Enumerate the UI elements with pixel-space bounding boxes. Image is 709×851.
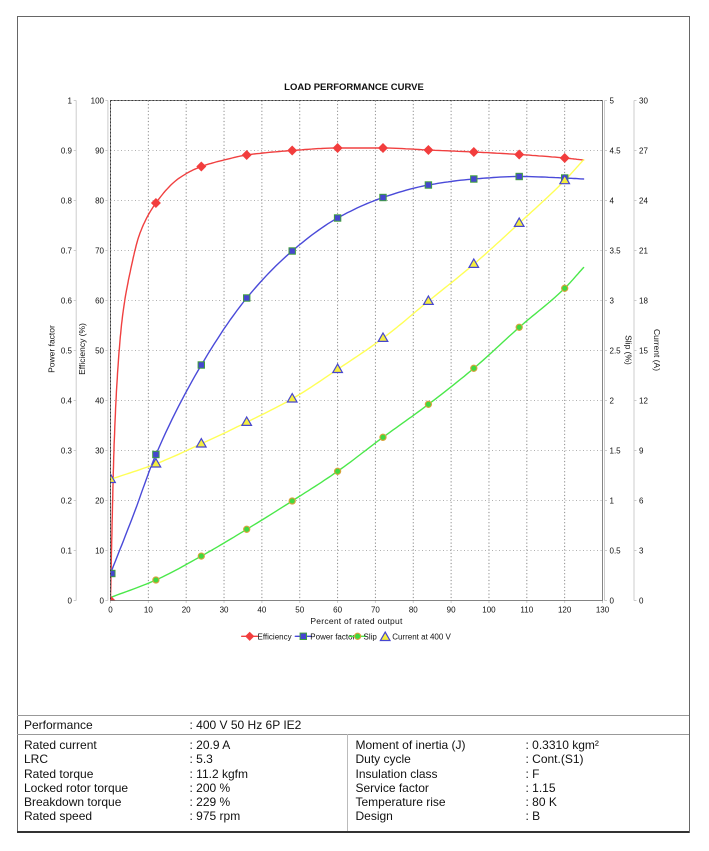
svg-text:Efficiency (%): Efficiency (%) xyxy=(77,323,87,375)
svg-text:50: 50 xyxy=(295,606,304,615)
svg-text:9: 9 xyxy=(639,447,644,456)
svg-text:1: 1 xyxy=(610,497,615,506)
svg-text:Current at 400 V: Current at 400 V xyxy=(392,633,451,642)
svg-text:3: 3 xyxy=(610,297,615,306)
svg-text:LOAD PERFORMANCE CURVE: LOAD PERFORMANCE CURVE xyxy=(284,82,424,93)
svg-text:90: 90 xyxy=(447,606,456,615)
svg-text:0: 0 xyxy=(108,606,113,615)
svg-text:0.4: 0.4 xyxy=(61,397,73,406)
svg-text:18: 18 xyxy=(639,297,648,306)
svg-text:0.1: 0.1 xyxy=(61,547,73,556)
svg-text:0: 0 xyxy=(68,597,73,606)
svg-text:30: 30 xyxy=(639,97,648,106)
svg-text:0.6: 0.6 xyxy=(61,297,73,306)
svg-text:2.5: 2.5 xyxy=(610,347,622,356)
svg-text:60: 60 xyxy=(95,297,104,306)
svg-text:20: 20 xyxy=(95,497,104,506)
svg-text:80: 80 xyxy=(95,197,104,206)
svg-text:30: 30 xyxy=(95,447,104,456)
svg-text:100: 100 xyxy=(482,606,496,615)
svg-text:1: 1 xyxy=(68,97,73,106)
svg-text:Power factor: Power factor xyxy=(310,633,355,642)
svg-text:Slip (%): Slip (%) xyxy=(624,335,634,365)
svg-text:0: 0 xyxy=(639,597,644,606)
svg-text:6: 6 xyxy=(639,497,644,506)
svg-text:30: 30 xyxy=(220,606,229,615)
svg-text:1.5: 1.5 xyxy=(610,447,622,456)
svg-text:4.5: 4.5 xyxy=(610,147,622,156)
svg-text:5: 5 xyxy=(610,97,615,106)
svg-text:0.5: 0.5 xyxy=(61,347,73,356)
svg-text:20: 20 xyxy=(182,606,191,615)
svg-text:40: 40 xyxy=(95,397,104,406)
svg-text:10: 10 xyxy=(95,547,104,556)
svg-text:24: 24 xyxy=(639,197,648,206)
svg-text:0.7: 0.7 xyxy=(61,247,73,256)
svg-text:12: 12 xyxy=(639,397,648,406)
svg-text:90: 90 xyxy=(95,147,104,156)
svg-text:3: 3 xyxy=(639,547,644,556)
svg-text:4: 4 xyxy=(610,197,615,206)
svg-text:27: 27 xyxy=(639,147,648,156)
svg-text:100: 100 xyxy=(91,97,105,106)
svg-text:0.9: 0.9 xyxy=(61,147,73,156)
svg-text:0: 0 xyxy=(610,597,615,606)
svg-text:120: 120 xyxy=(558,606,572,615)
svg-text:15: 15 xyxy=(639,347,648,356)
svg-text:0.5: 0.5 xyxy=(610,547,622,556)
svg-text:Efficiency: Efficiency xyxy=(258,633,292,642)
svg-text:3.5: 3.5 xyxy=(610,247,622,256)
svg-text:110: 110 xyxy=(520,606,533,615)
svg-text:0.8: 0.8 xyxy=(61,197,73,206)
svg-text:70: 70 xyxy=(95,247,104,256)
svg-text:10: 10 xyxy=(144,606,153,615)
svg-text:70: 70 xyxy=(371,606,380,615)
svg-text:50: 50 xyxy=(95,347,104,356)
svg-text:Power factor: Power factor xyxy=(47,325,57,373)
svg-text:0.2: 0.2 xyxy=(61,497,73,506)
svg-text:Current (A): Current (A) xyxy=(652,329,662,371)
svg-text:60: 60 xyxy=(333,606,342,615)
svg-text:40: 40 xyxy=(257,606,266,615)
svg-text:Slip: Slip xyxy=(364,633,378,642)
svg-text:2: 2 xyxy=(610,397,615,406)
svg-text:21: 21 xyxy=(639,247,648,256)
svg-text:0.3: 0.3 xyxy=(61,447,73,456)
svg-text:80: 80 xyxy=(409,606,418,615)
svg-text:0: 0 xyxy=(100,597,105,606)
svg-text:Percent of rated output: Percent of rated output xyxy=(310,616,403,626)
svg-text:130: 130 xyxy=(596,606,610,615)
